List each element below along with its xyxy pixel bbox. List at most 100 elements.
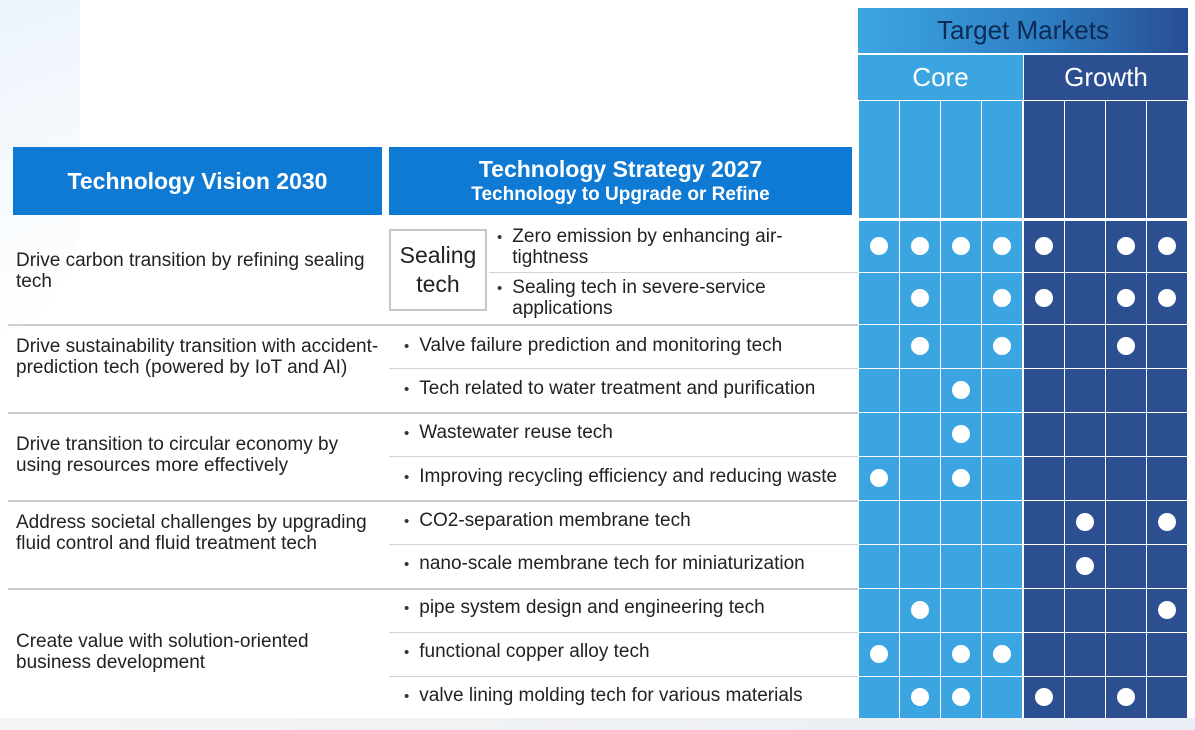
target-market-dot — [911, 289, 929, 307]
strategy-item: • Zero emission by enhancing air-tightnes… — [497, 226, 812, 268]
target-market-dot — [1035, 688, 1053, 706]
target-market-dot — [952, 381, 970, 399]
matrix-cell — [1024, 457, 1064, 500]
vision-item: Address societal challenges by upgrading… — [16, 512, 367, 554]
row-divider — [389, 676, 858, 677]
matrix-cell — [1106, 369, 1146, 412]
matrix-cell — [1065, 457, 1105, 500]
market-column-header: Building & Facilities — [859, 101, 899, 218]
target-market-dot — [993, 337, 1011, 355]
matrix-cell — [859, 589, 899, 632]
row-divider — [389, 632, 858, 633]
market-column-label: Semiconductor Materials — [1067, 105, 1105, 202]
strategy-header-subtitle: Technology to Upgrade or Refine — [471, 184, 770, 205]
market-column-label: Building & Facilities — [861, 105, 899, 170]
target-market-dot — [993, 645, 1011, 663]
matrix-cell — [982, 589, 1022, 632]
target-market-dot — [870, 237, 888, 255]
matrix-cell — [1106, 633, 1146, 676]
strategy-item: • Improving recycling efficiency and redu… — [404, 466, 837, 488]
vision-header-title: Technology Vision 2030 — [67, 167, 328, 194]
strategy-label: Zero emission by enhancing air-tightness — [512, 226, 783, 268]
vision-item: Create value with solution-oriented busi… — [16, 631, 309, 673]
matrix-cell — [859, 677, 899, 718]
market-column-header: Petrochemicals — [900, 101, 940, 218]
matrix-cell — [1106, 457, 1146, 500]
strategy-item: • Sealing tech in severe-service applicat… — [497, 277, 822, 319]
group-divider — [8, 412, 858, 414]
target-market-dot — [993, 289, 1011, 307]
strategy-label: Tech related to water treatment and puri… — [419, 378, 816, 399]
target-market-dot — [1158, 289, 1176, 307]
market-column-header: Fine Chemicals — [1106, 101, 1146, 218]
matrix-cell — [859, 501, 899, 544]
matrix-cell — [900, 413, 940, 456]
bullet-icon: • — [497, 280, 503, 297]
market-column-label: Petrochemicals — [902, 105, 940, 204]
matrix-cell — [982, 369, 1022, 412]
matrix-cell — [900, 633, 940, 676]
matrix-cell — [900, 545, 940, 588]
matrix-cell — [1147, 545, 1187, 588]
matrix-cell — [982, 457, 1022, 500]
matrix-cell — [859, 369, 899, 412]
target-market-dot — [1076, 557, 1094, 575]
matrix-cell — [1065, 413, 1105, 456]
sealing-tech-box: Sealing tech — [389, 229, 487, 311]
vision-item: Drive transition to circular economy by … — [16, 434, 339, 476]
bullet-icon: • — [404, 600, 410, 617]
strategy-label: CO2-separation membrane tech — [419, 510, 691, 531]
row-divider — [389, 544, 858, 545]
market-column-label: Fine Chemicals — [1108, 105, 1146, 205]
matrix-cell — [1106, 413, 1146, 456]
strategy-label: Sealing tech in severe-service applicati… — [512, 277, 766, 319]
core-category-header: Core — [858, 55, 1023, 100]
strategy-header-title: Technology Strategy 2027 — [478, 156, 763, 182]
matrix-cell — [982, 677, 1022, 718]
matrix-cell — [1147, 413, 1187, 456]
group-divider — [8, 588, 858, 590]
sealing-tech-label-line1: Sealing — [399, 242, 477, 268]
target-market-dot — [952, 645, 970, 663]
bullet-icon: • — [404, 688, 410, 705]
target-market-dot — [993, 237, 1011, 255]
target-market-dot — [911, 601, 929, 619]
bullet-icon: • — [404, 425, 410, 442]
market-column-label: Water Treatment — [943, 105, 981, 171]
bullet-icon: • — [404, 469, 410, 486]
bullet-icon: • — [404, 338, 410, 355]
strategy-item: • Wastewater reuse tech — [404, 422, 613, 444]
row-divider — [489, 272, 858, 273]
matrix-cell — [859, 325, 899, 368]
matrix-cell — [1147, 457, 1187, 500]
matrix-cell — [1106, 501, 1146, 544]
target-market-dot — [952, 425, 970, 443]
bullet-icon: • — [404, 644, 410, 661]
target-market-dot — [911, 337, 929, 355]
market-column-header: Semiconductor Materials — [1065, 101, 1105, 218]
strategy-item: • Valve failure prediction and monitoring… — [404, 335, 782, 357]
matrix-cell — [1024, 545, 1064, 588]
matrix-cell — [1065, 273, 1105, 324]
target-market-dot — [1158, 601, 1176, 619]
target-markets-header: Target Markets — [858, 8, 1188, 53]
matrix-cell — [941, 589, 981, 632]
matrix-cell — [1024, 325, 1064, 368]
group-divider — [8, 500, 858, 502]
strategy-item: • functional copper alloy tech — [404, 641, 650, 663]
vision-header: Technology Vision 2030 — [13, 147, 382, 215]
market-column-header: Water Treatment — [941, 101, 981, 218]
target-market-dot — [1158, 237, 1176, 255]
target-market-dot — [1117, 237, 1135, 255]
market-column-label: Semiconductor Equipment — [1026, 105, 1064, 202]
matrix-cell — [1065, 369, 1105, 412]
vision-item: Drive carbon transition by refining seal… — [16, 250, 365, 292]
target-market-dot — [1117, 337, 1135, 355]
strategy-item: • CO2-separation membrane tech — [404, 510, 691, 532]
strategy-item: • valve lining molding tech for various m… — [404, 685, 803, 707]
matrix-cell — [859, 413, 899, 456]
matrix-cell — [982, 545, 1022, 588]
target-market-dot — [870, 645, 888, 663]
matrix-cell — [1147, 633, 1187, 676]
target-market-dot — [1117, 289, 1135, 307]
